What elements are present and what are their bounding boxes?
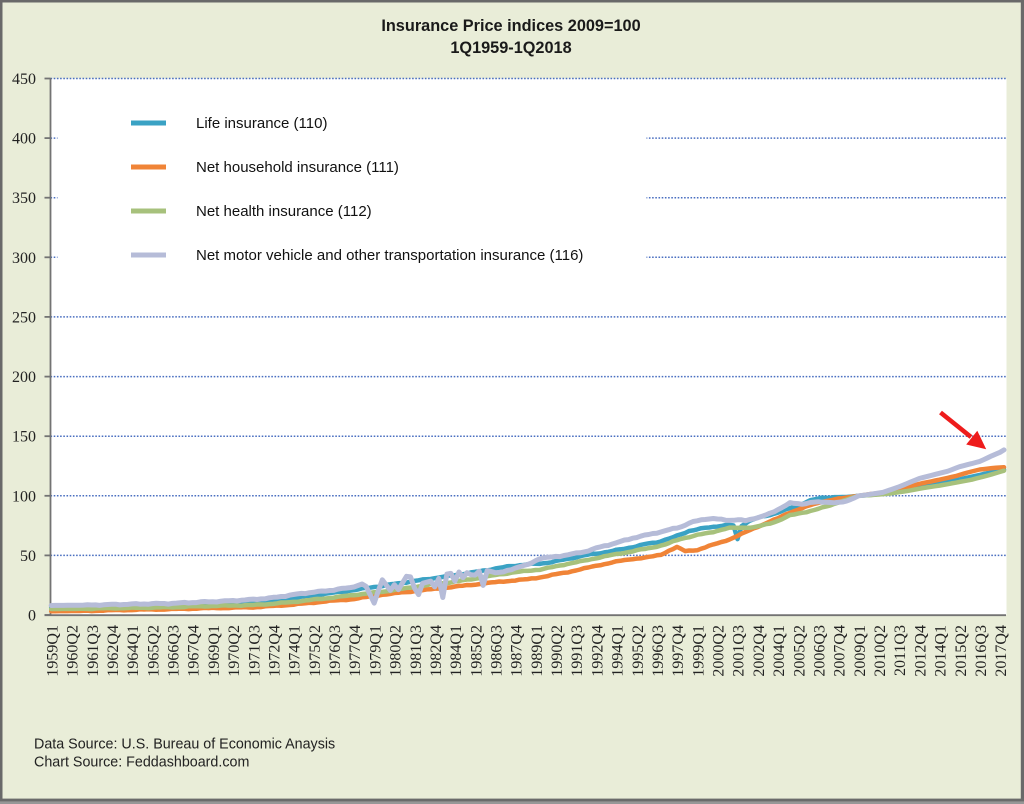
svg-text:1965Q2: 1965Q2 bbox=[145, 625, 162, 677]
svg-text:450: 450 bbox=[12, 71, 36, 88]
svg-text:2011Q3: 2011Q3 bbox=[892, 625, 909, 676]
svg-text:1976Q3: 1976Q3 bbox=[327, 625, 344, 677]
svg-text:2000Q2: 2000Q2 bbox=[711, 625, 728, 677]
svg-text:1992Q4: 1992Q4 bbox=[589, 625, 606, 677]
svg-text:2010Q2: 2010Q2 bbox=[872, 625, 889, 677]
svg-text:1985Q2: 1985Q2 bbox=[468, 625, 485, 677]
svg-text:Net motor vehicle and other tr: Net motor vehicle and other transportati… bbox=[196, 247, 583, 264]
svg-text:1970Q2: 1970Q2 bbox=[226, 625, 243, 677]
svg-text:1981Q3: 1981Q3 bbox=[408, 625, 425, 677]
svg-text:0: 0 bbox=[28, 608, 36, 625]
svg-text:1979Q1: 1979Q1 bbox=[367, 625, 384, 677]
svg-text:Data Source: U.S. Bureau of Ec: Data Source: U.S. Bureau of Economic Ana… bbox=[34, 737, 335, 753]
svg-text:1994Q1: 1994Q1 bbox=[610, 625, 627, 677]
svg-text:Insurance Price indices 2009=1: Insurance Price indices 2009=100 bbox=[381, 17, 640, 35]
svg-text:400: 400 bbox=[12, 131, 36, 148]
svg-text:1959Q1: 1959Q1 bbox=[44, 625, 61, 677]
svg-text:1967Q4: 1967Q4 bbox=[186, 625, 203, 677]
svg-text:Chart Source: Feddashboard.com: Chart Source: Feddashboard.com bbox=[34, 755, 249, 771]
svg-text:1995Q2: 1995Q2 bbox=[630, 625, 647, 677]
svg-text:1980Q2: 1980Q2 bbox=[388, 625, 405, 677]
svg-text:1962Q4: 1962Q4 bbox=[105, 625, 122, 677]
svg-text:2007Q4: 2007Q4 bbox=[832, 625, 849, 677]
svg-text:2004Q1: 2004Q1 bbox=[771, 625, 788, 677]
svg-text:100: 100 bbox=[12, 488, 36, 505]
svg-text:2009Q1: 2009Q1 bbox=[852, 625, 869, 677]
svg-text:1990Q2: 1990Q2 bbox=[549, 625, 566, 677]
svg-text:150: 150 bbox=[12, 429, 36, 446]
svg-text:1975Q2: 1975Q2 bbox=[307, 625, 324, 677]
svg-text:1986Q3: 1986Q3 bbox=[489, 625, 506, 677]
svg-text:1984Q1: 1984Q1 bbox=[448, 625, 465, 677]
svg-text:2006Q3: 2006Q3 bbox=[812, 625, 829, 677]
svg-text:300: 300 bbox=[12, 250, 36, 267]
svg-text:1982Q4: 1982Q4 bbox=[428, 625, 445, 677]
svg-text:1971Q3: 1971Q3 bbox=[246, 625, 263, 677]
svg-text:1974Q1: 1974Q1 bbox=[287, 625, 304, 677]
svg-text:1999Q1: 1999Q1 bbox=[690, 625, 707, 677]
svg-text:2012Q4: 2012Q4 bbox=[912, 625, 929, 677]
svg-text:2002Q4: 2002Q4 bbox=[751, 625, 768, 677]
svg-text:Life insurance (110): Life insurance (110) bbox=[196, 115, 327, 132]
svg-text:1969Q1: 1969Q1 bbox=[206, 625, 223, 677]
svg-text:250: 250 bbox=[12, 309, 36, 326]
svg-text:1Q1959-1Q2018: 1Q1959-1Q2018 bbox=[450, 39, 571, 57]
svg-text:1964Q1: 1964Q1 bbox=[125, 625, 142, 677]
svg-text:1960Q2: 1960Q2 bbox=[65, 625, 82, 677]
svg-text:Net health insurance (112): Net health insurance (112) bbox=[196, 203, 372, 220]
svg-text:2015Q2: 2015Q2 bbox=[953, 625, 970, 677]
svg-text:2017Q4: 2017Q4 bbox=[993, 625, 1010, 677]
svg-text:2001Q3: 2001Q3 bbox=[731, 625, 748, 677]
svg-text:2016Q3: 2016Q3 bbox=[973, 625, 990, 677]
svg-text:50: 50 bbox=[20, 548, 36, 565]
svg-text:Net household insurance (111): Net household insurance (111) bbox=[196, 159, 399, 176]
svg-text:1987Q4: 1987Q4 bbox=[509, 625, 526, 677]
svg-text:1966Q3: 1966Q3 bbox=[166, 625, 183, 677]
svg-text:1972Q4: 1972Q4 bbox=[267, 625, 284, 677]
svg-text:1996Q3: 1996Q3 bbox=[650, 625, 667, 677]
svg-text:1989Q1: 1989Q1 bbox=[529, 625, 546, 677]
svg-text:1991Q3: 1991Q3 bbox=[569, 625, 586, 677]
svg-text:350: 350 bbox=[12, 190, 36, 207]
svg-text:2014Q1: 2014Q1 bbox=[933, 625, 950, 677]
svg-text:1977Q4: 1977Q4 bbox=[347, 625, 364, 677]
svg-text:2005Q2: 2005Q2 bbox=[791, 625, 808, 677]
svg-text:200: 200 bbox=[12, 369, 36, 386]
svg-text:1997Q4: 1997Q4 bbox=[670, 625, 687, 677]
svg-text:1961Q3: 1961Q3 bbox=[85, 625, 102, 677]
